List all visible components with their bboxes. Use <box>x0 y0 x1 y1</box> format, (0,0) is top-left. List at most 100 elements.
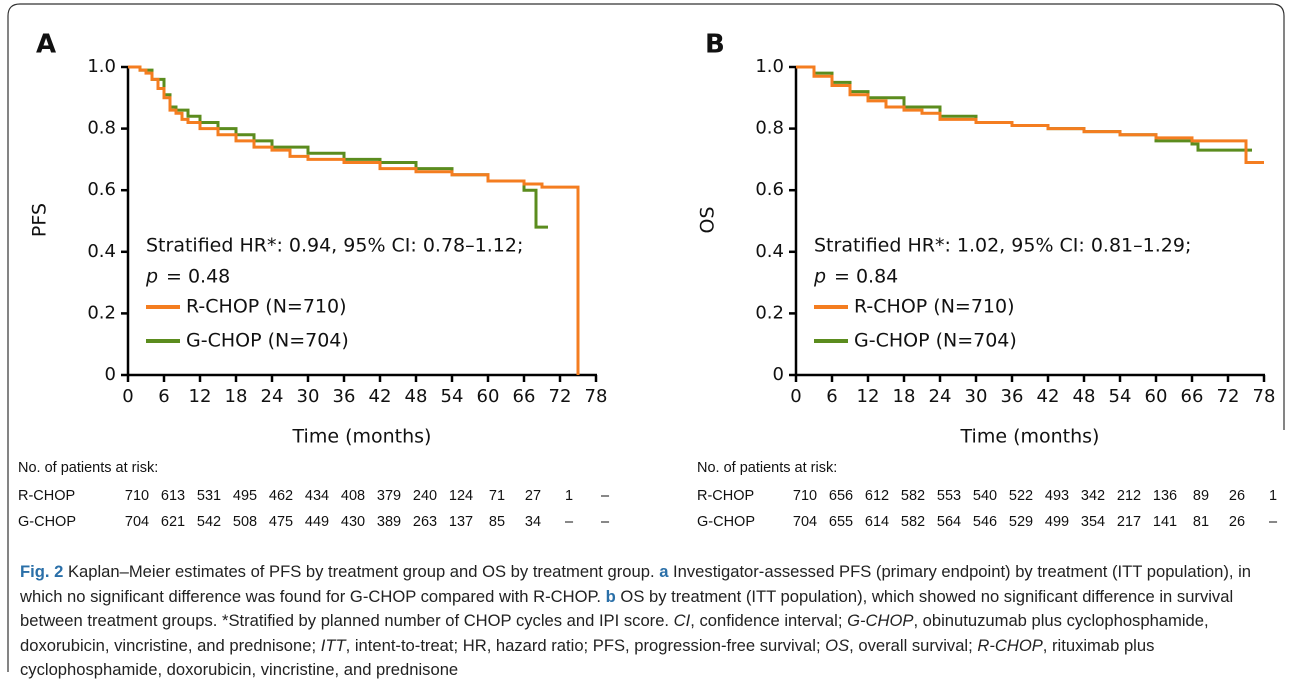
caption-text: , overall survival; <box>849 635 978 655</box>
risk-row-label: G-CHOP <box>697 514 755 530</box>
risk-count: 710 <box>793 488 817 504</box>
risk-row-label: R-CHOP <box>18 488 75 504</box>
risk-count: – <box>1269 514 1278 530</box>
x-tick-label: 54 <box>441 386 464 407</box>
risk-count: – <box>601 514 610 530</box>
risk-count: 240 <box>413 488 437 504</box>
panel-label: A <box>36 30 56 60</box>
y-tick-label: 0.6 <box>87 179 116 200</box>
risk-count: 529 <box>1009 514 1033 530</box>
caption-term: CI <box>673 611 691 631</box>
x-tick-label: 6 <box>826 386 837 407</box>
x-tick-label: 18 <box>225 386 248 407</box>
y-tick-label: 0.4 <box>755 241 784 262</box>
risk-count: 27 <box>525 488 541 504</box>
risk-count: 614 <box>865 514 889 530</box>
risk-count: 26 <box>1229 488 1245 504</box>
y-tick-label: 0.8 <box>755 118 784 139</box>
risk-count: 499 <box>1045 514 1069 530</box>
caption-panel: a <box>659 562 669 581</box>
risk-count: 522 <box>1009 488 1033 504</box>
legend-label: G-CHOP (N=704) <box>186 330 349 352</box>
survival-curve <box>128 65 580 375</box>
risk-count: 564 <box>937 514 961 530</box>
survival-curve <box>128 65 548 229</box>
risk-count: 137 <box>449 514 473 530</box>
x-tick-label: 48 <box>405 386 428 407</box>
caption-text: Kaplan–Meier estimates of PFS by treatme… <box>63 562 660 581</box>
x-tick-label: 66 <box>513 386 536 407</box>
risk-count: 508 <box>233 514 257 530</box>
risk-count: 475 <box>269 514 293 530</box>
risk-count: 71 <box>489 488 505 504</box>
caption-label: Fig. 2 <box>20 562 64 581</box>
risk-count: 379 <box>377 488 401 504</box>
risk-count: 540 <box>973 488 997 504</box>
x-tick-label: 18 <box>893 386 916 407</box>
risk-count: 542 <box>197 514 221 530</box>
figure-frame <box>7 3 1285 672</box>
p-value: = 0.84 <box>834 266 898 288</box>
risk-count: 613 <box>161 488 185 504</box>
x-tick-label: 0 <box>122 386 133 407</box>
risk-count: 553 <box>937 488 961 504</box>
x-tick-label: 30 <box>297 386 320 407</box>
risk-count: 612 <box>865 488 889 504</box>
x-tick-label: 78 <box>585 386 608 407</box>
caption-text: , confidence interval; <box>690 611 848 631</box>
y-tick-label: 0.6 <box>755 179 784 200</box>
x-axis-label: Time (months) <box>292 426 432 448</box>
risk-count: 408 <box>341 488 365 504</box>
x-tick-label: 78 <box>1253 386 1276 407</box>
annotation: Stratified HR*: 0.94, 95% CI: 0.78–1.12; <box>146 235 523 257</box>
y-axis-label: PFS <box>29 203 51 237</box>
y-tick-label: 0.2 <box>755 302 784 323</box>
caption-term: OS <box>825 635 850 655</box>
risk-count: 212 <box>1117 488 1141 504</box>
risk-count: 434 <box>305 488 329 504</box>
risk-count: – <box>601 488 610 504</box>
risk-count: 493 <box>1045 488 1069 504</box>
x-tick-label: 24 <box>261 386 284 407</box>
x-tick-label: 12 <box>189 386 212 407</box>
x-tick-label: 42 <box>369 386 392 407</box>
risk-count: 89 <box>1193 488 1209 504</box>
caption-text: , obinutuzumab plus cyclophosphamide, do… <box>20 611 1209 655</box>
p-value: = 0.48 <box>166 266 230 288</box>
y-axis-label: OS <box>697 206 719 233</box>
caption-text: OS by treatment (ITT population), which … <box>20 586 1234 631</box>
risk-count: 495 <box>233 488 257 504</box>
x-tick-label: 30 <box>965 386 988 407</box>
survival-curve <box>796 65 1264 164</box>
risk-row-label: R-CHOP <box>697 488 754 504</box>
x-tick-label: 48 <box>1073 386 1096 407</box>
x-tick-label: 6 <box>158 386 169 407</box>
y-tick-label: 1.0 <box>755 56 784 77</box>
x-tick-label: 42 <box>1037 386 1060 407</box>
x-axis-label: Time (months) <box>960 426 1100 448</box>
risk-count: 354 <box>1081 514 1105 530</box>
risk-count: 1 <box>1269 488 1277 504</box>
risk-row-label: G-CHOP <box>18 514 76 530</box>
x-tick-label: 36 <box>333 386 356 407</box>
risk-count: 621 <box>161 514 185 530</box>
caption-text: Investigator-assessed PFS (primary endpo… <box>20 562 1251 606</box>
risk-count: 1 <box>565 488 573 504</box>
risk-count: 704 <box>793 514 817 530</box>
risk-count: 462 <box>269 488 293 504</box>
legend-label: R-CHOP (N=710) <box>854 296 1015 318</box>
y-tick-label: 0 <box>773 364 784 385</box>
risk-count: 389 <box>377 514 401 530</box>
risk-count: 582 <box>901 514 925 530</box>
x-tick-label: 72 <box>549 386 572 407</box>
risk-count: 263 <box>413 514 437 530</box>
risk-table-title: No. of patients at risk: <box>697 460 837 476</box>
risk-count: 582 <box>901 488 925 504</box>
risk-count: 342 <box>1081 488 1105 504</box>
y-tick-label: 0.4 <box>87 241 116 262</box>
x-tick-label: 60 <box>1145 386 1168 407</box>
risk-count: 430 <box>341 514 365 530</box>
risk-count: 546 <box>973 514 997 530</box>
